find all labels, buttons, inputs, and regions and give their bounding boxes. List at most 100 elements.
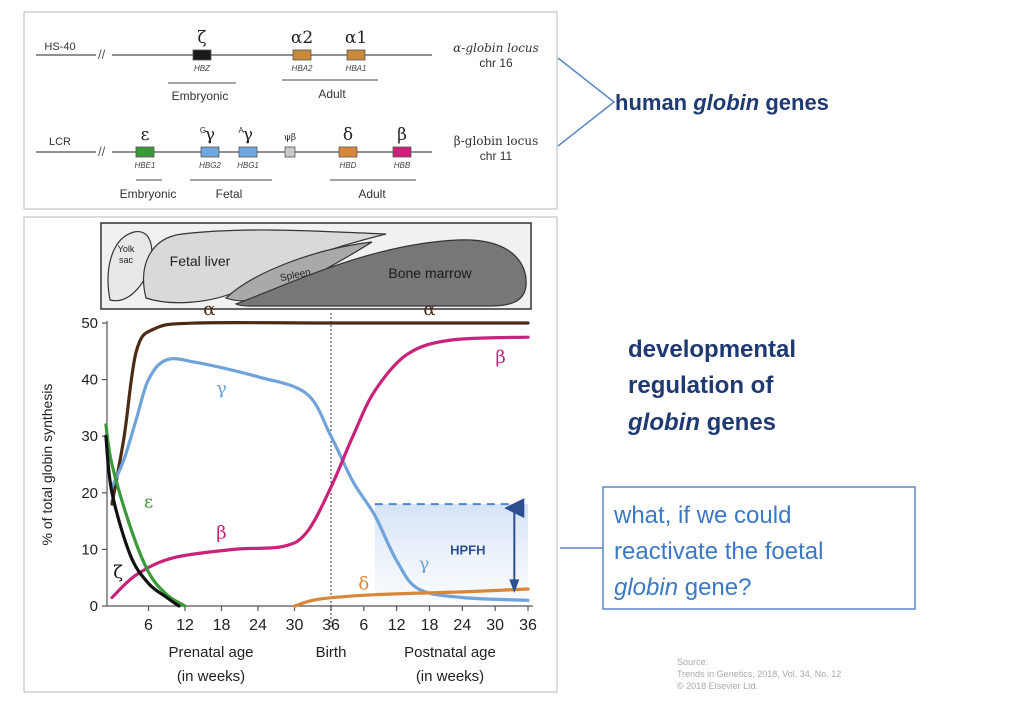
gene-name-hbg1: HBG1 bbox=[237, 161, 259, 170]
series-label-alpha: α bbox=[423, 299, 435, 320]
gene-box-hba2 bbox=[292, 49, 312, 61]
callout-box: what, if we could reactivate the foetal … bbox=[560, 486, 916, 610]
y-tick-label: 30 bbox=[81, 428, 98, 445]
source-line-2: Trends in Genetics, 2018, Vol. 34, No. 1… bbox=[677, 669, 841, 679]
beta-stage-fetal: Fetal bbox=[216, 187, 243, 201]
gene-sup-hbg1: A bbox=[238, 126, 244, 135]
x-tick-label-postnatal: 12 bbox=[388, 617, 406, 634]
axes: 0 10 20 30 40 50 % of total globin synthesis 6 1… bbox=[39, 313, 537, 685]
hpfh-arrow-head-down bbox=[509, 579, 520, 593]
y-tick-label: 20 bbox=[81, 485, 98, 502]
gene-symbol-pseudo: ψβ bbox=[284, 133, 296, 143]
alpha-locus-name: α-globin locus bbox=[453, 41, 539, 55]
beta-locus-name: β-globin locus bbox=[454, 134, 538, 148]
x-label-prenatal: Prenatal age bbox=[168, 644, 253, 661]
series-line-alpha bbox=[110, 321, 530, 506]
y-tick-label: 10 bbox=[81, 541, 98, 558]
gene-name-hbg2: HBG2 bbox=[199, 161, 221, 170]
gene-symbol-hbz: ζ bbox=[197, 28, 206, 48]
heading-genes-italic: globin bbox=[692, 90, 759, 115]
beta-control-label: LCR bbox=[49, 136, 71, 148]
gene-loci-brace bbox=[557, 57, 616, 147]
gene-symbol-hbe1: ε bbox=[141, 125, 150, 145]
alpha-genes: ζ HBZ α2 HBA2 α1 HBA1 bbox=[192, 28, 367, 73]
bone-marrow-shape bbox=[234, 239, 527, 307]
series-line-zeta bbox=[104, 434, 181, 608]
x-tick-label-prenatal: 24 bbox=[249, 617, 267, 634]
x-label-birth: Birth bbox=[316, 644, 347, 661]
alpha-locus-name-text: α-globin locus bbox=[453, 41, 539, 55]
series-line-beta bbox=[110, 335, 530, 600]
gene-name-hbe1: HBE1 bbox=[135, 161, 156, 170]
heading-genes-suffix: genes bbox=[759, 90, 829, 115]
regulation-line-1: developmental bbox=[628, 336, 796, 363]
regulation-suffix: genes bbox=[700, 409, 776, 436]
gene-box-pseudo bbox=[284, 146, 296, 158]
alpha-stage-embryonic: Embryonic bbox=[172, 89, 229, 103]
gene-box-hbg1 bbox=[238, 146, 258, 158]
yolk-sac-shape bbox=[107, 231, 153, 302]
series-label-beta: β bbox=[216, 522, 226, 543]
x-tick-label-prenatal: 30 bbox=[286, 617, 304, 634]
site-yolk: Yolk bbox=[118, 244, 135, 254]
hpfh-area bbox=[374, 504, 528, 601]
hematopoiesis-sites: Yolk sac Fetal liver Spleen Bone marrow bbox=[100, 222, 532, 310]
beta-break-mark: // bbox=[98, 144, 106, 159]
callout-frame bbox=[602, 486, 916, 610]
beta-genes: ε HBE1 Gγ HBG2 A γ HBG1 ψβ δ HBD β HBB bbox=[135, 125, 412, 170]
beta-stage-adult: Adult bbox=[358, 187, 386, 201]
gene-box-hbd bbox=[338, 146, 358, 158]
gene-name-hbz: HBZ bbox=[194, 64, 211, 73]
regulation-line-3: globin genes bbox=[627, 409, 776, 436]
gene-box-hbz bbox=[192, 49, 212, 61]
alpha-break-mark: // bbox=[98, 47, 106, 62]
alpha-locus-chr: chr 16 bbox=[479, 56, 513, 70]
gene-name-hba2: HBA2 bbox=[292, 64, 313, 73]
callout-italic: globin bbox=[614, 574, 678, 601]
gene-loci-panel: HS-40 // ζ HBZ α2 HBA2 α1 HBA1 Embryonic Adul… bbox=[23, 11, 558, 210]
plot-area: 0 10 20 30 40 50 % of total globin synthesis 6 1… bbox=[39, 299, 537, 685]
regulation-italic: globin bbox=[627, 409, 700, 436]
x-tick-label-prenatal: 12 bbox=[176, 617, 194, 634]
gene-sup-hbg2: G bbox=[200, 126, 206, 135]
fetal-liver-shape bbox=[143, 229, 387, 304]
gene-name-hbb: HBB bbox=[394, 161, 411, 170]
series-label-epsilon: ε bbox=[144, 491, 153, 512]
beta-stage-embryonic: Embryonic bbox=[120, 187, 177, 201]
series-label-zeta: ζ bbox=[113, 562, 123, 583]
chart-panel: Yolk sac Fetal liver Spleen Bone marrow … bbox=[23, 216, 558, 693]
x-tick-label-postnatal: 18 bbox=[421, 617, 439, 634]
series-line-epsilon bbox=[104, 423, 187, 608]
site-bone-marrow: Bone marrow bbox=[388, 265, 472, 281]
hpfh-label: HPFH bbox=[450, 542, 485, 557]
series-line-gamma bbox=[110, 357, 530, 602]
callout-suffix: gene? bbox=[678, 574, 751, 601]
y-tick-label: 0 bbox=[90, 598, 98, 615]
series-label-beta: β bbox=[495, 347, 505, 368]
series-line-delta bbox=[292, 587, 530, 608]
gene-symbol-hbg2: γ bbox=[205, 125, 215, 145]
gene-symbol-hbd: δ bbox=[343, 125, 353, 145]
gene-name-hbd: HBD bbox=[340, 161, 357, 170]
series-label-gamma: γ bbox=[216, 378, 227, 399]
gene-box-hbe1 bbox=[135, 146, 155, 158]
beta-locus: LCR // ε HBE1 Gγ HBG2 A γ HBG1 ψβ δ HBD β HBB Embry… bbox=[36, 125, 538, 201]
gene-box-hba1 bbox=[346, 49, 366, 61]
series-labels: α α γ γ β β ε ζ δ bbox=[113, 299, 506, 595]
x-label-prenatal-unit: (in weeks) bbox=[177, 668, 245, 685]
alpha-locus: HS-40 // ζ HBZ α2 HBA2 α1 HBA1 Embryonic Adul… bbox=[36, 28, 539, 103]
source-note: Source: Trends in Genetics, 2018, Vol. 3… bbox=[677, 657, 841, 691]
callout-line-2: reactivate the foetal bbox=[614, 538, 823, 565]
site-fetal-liver: Fetal liver bbox=[170, 253, 231, 269]
series-label-delta: δ bbox=[358, 573, 369, 594]
alpha-stage-adult: Adult bbox=[318, 87, 346, 101]
gene-name-hba1: HBA1 bbox=[346, 64, 367, 73]
loci-panel-frame bbox=[23, 11, 558, 210]
source-line-1: Source: bbox=[677, 657, 708, 667]
gene-box-hbb bbox=[392, 146, 412, 158]
x-tick-label-postnatal: 6 bbox=[359, 617, 368, 634]
callout-line-3: globin gene? bbox=[614, 574, 751, 601]
y-axis-label: % of total globin synthesis bbox=[39, 384, 55, 546]
x-tick-label-postnatal: 24 bbox=[453, 617, 471, 634]
